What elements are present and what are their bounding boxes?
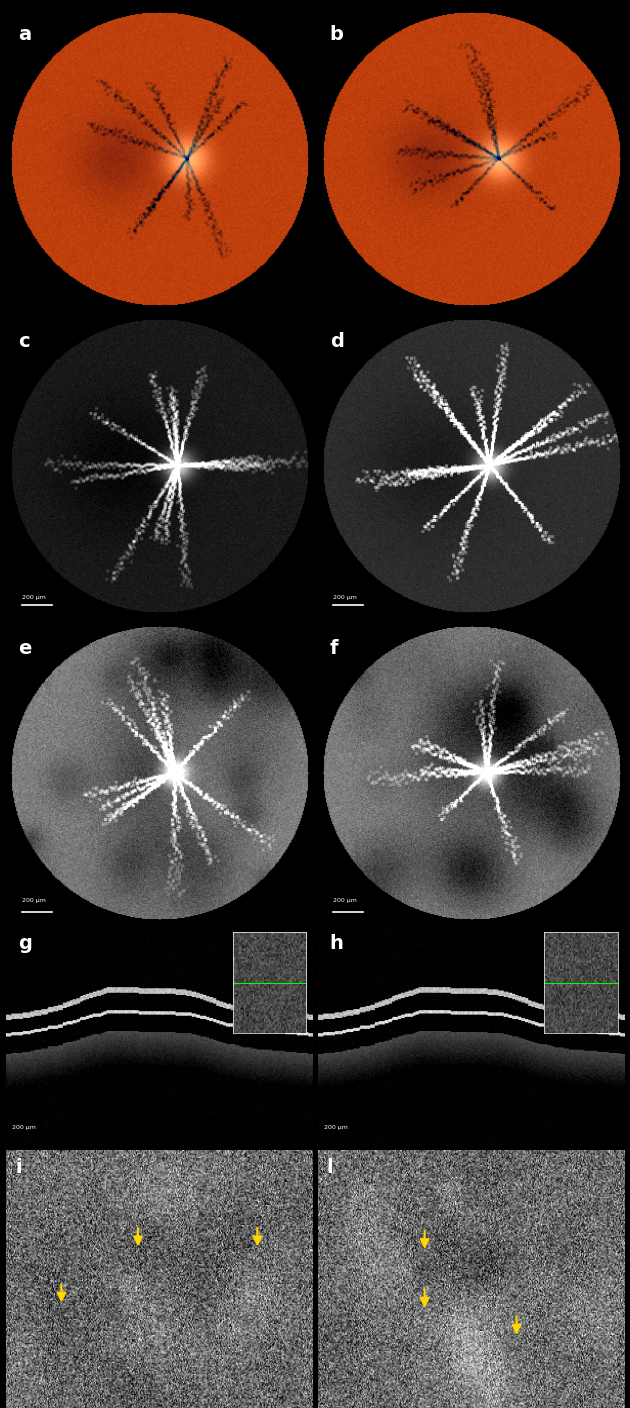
Text: 200 μm: 200 μm: [13, 1125, 37, 1129]
Text: a: a: [18, 25, 32, 44]
Text: c: c: [18, 332, 30, 351]
Text: g: g: [18, 935, 32, 953]
Text: b: b: [329, 25, 343, 44]
Text: l: l: [327, 1159, 333, 1177]
Text: i: i: [16, 1159, 22, 1177]
Text: f: f: [329, 639, 338, 658]
Text: h: h: [329, 935, 343, 953]
Text: 200 μm: 200 μm: [324, 1125, 348, 1129]
Text: 200 μm: 200 μm: [21, 594, 45, 600]
Text: 200 μm: 200 μm: [333, 594, 357, 600]
Text: 200 μm: 200 μm: [333, 898, 357, 904]
Text: e: e: [18, 639, 32, 658]
Text: d: d: [329, 332, 343, 351]
Text: 200 μm: 200 μm: [21, 898, 45, 904]
